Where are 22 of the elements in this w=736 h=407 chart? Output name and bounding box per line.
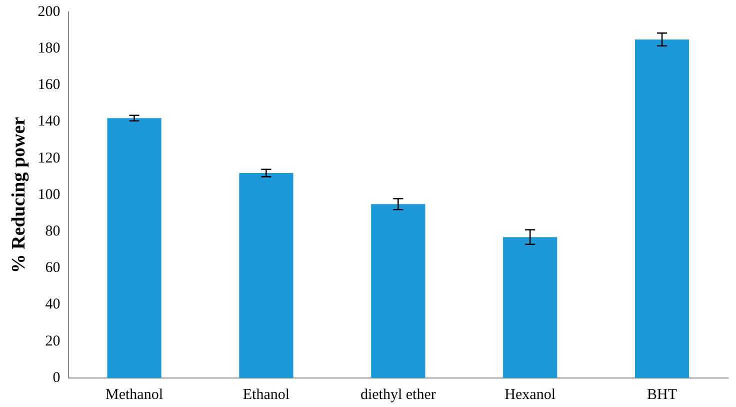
x-tick-label: diethyl ether: [360, 386, 436, 403]
bar: [371, 204, 426, 378]
bar: [239, 173, 294, 378]
y-tick-label: 100: [38, 186, 60, 203]
y-tick-label: 120: [38, 150, 60, 166]
x-tick-label: BHT: [647, 386, 678, 403]
y-axis-title: % Reducing power: [8, 116, 30, 274]
y-tick-label: 200: [38, 4, 60, 20]
y-tick-label: 140: [38, 114, 60, 130]
x-tick-label: Hexanol: [504, 386, 556, 403]
y-tick-label: 20: [45, 333, 60, 350]
y-tick-label: 40: [45, 296, 60, 313]
x-tick-label: Methanol: [106, 386, 164, 403]
y-tick-label: 60: [45, 260, 60, 276]
bar: [107, 118, 162, 378]
y-tick-label: 160: [38, 77, 60, 94]
y-tick-label: 180: [38, 40, 60, 57]
y-tick-label: 0: [52, 370, 60, 386]
x-tick-label: Ethanol: [242, 386, 290, 403]
bar: [503, 237, 558, 378]
y-tick-label: 80: [45, 224, 60, 240]
bar: [634, 39, 690, 378]
